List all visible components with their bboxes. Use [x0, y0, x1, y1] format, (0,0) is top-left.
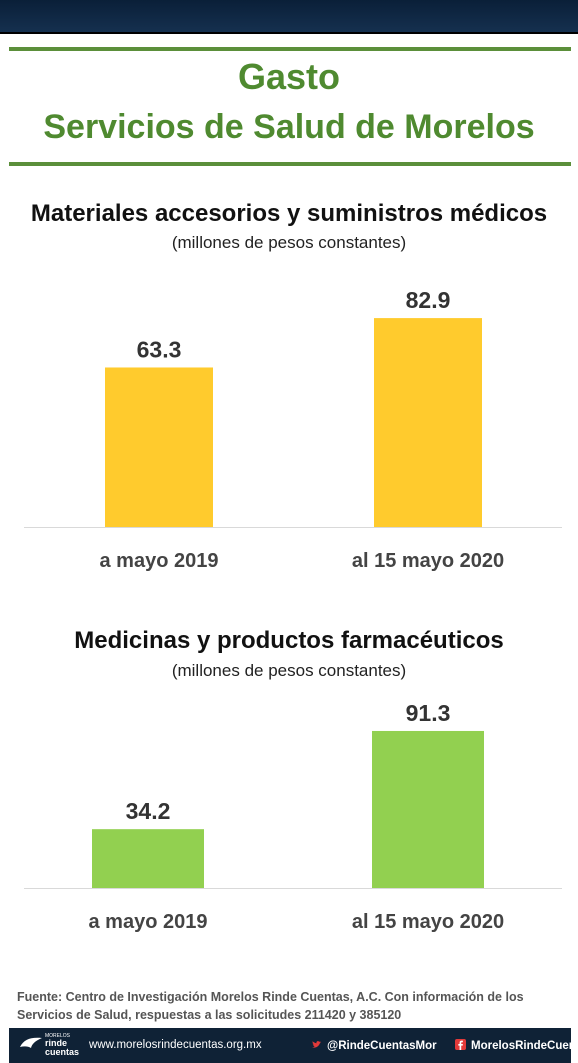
title-top-rule — [9, 47, 571, 51]
chart2-value-label-1: 34.2 — [126, 798, 171, 824]
facebook-icon — [455, 1039, 466, 1050]
chart2-category-label-1: a mayo 2019 — [89, 911, 208, 933]
twitter-icon — [311, 1041, 322, 1048]
bird-logo-icon — [20, 1037, 42, 1048]
chart2-plot: 34.2 a mayo 2019 91.3 al 15 mayo 2020 — [24, 700, 562, 933]
chart1-category-label-2: al 15 mayo 2020 — [352, 550, 504, 572]
twitter-link[interactable]: @RindeCuentasMor — [311, 1039, 437, 1052]
morelos-rinde-cuentas-logo: MORELOS rinde cuentas — [19, 1031, 85, 1060]
footer-bar: MORELOS rinde cuentas www.morelosrindecu… — [9, 1028, 571, 1063]
chart1-bar-1 — [105, 367, 213, 527]
chart1-plot: 63.3 a mayo 2019 82.9 al 15 mayo 2020 — [24, 287, 562, 572]
page-subtitle: Servicios de Salud de Morelos — [43, 108, 535, 146]
website-link[interactable]: www.morelosrindecuentas.org.mx — [89, 1039, 262, 1051]
source-note: Fuente: Centro de Investigación Morelos … — [17, 990, 524, 1022]
chart1-title: Materiales accesorios y suministros médi… — [30, 200, 548, 227]
page-title: Gasto — [237, 56, 341, 97]
facebook-page: MorelosRindeCuent — [471, 1040, 571, 1052]
facebook-link[interactable]: MorelosRindeCuent — [455, 1039, 571, 1052]
logo-line3: cuentas — [45, 1047, 80, 1057]
chart1-bar-2 — [374, 318, 482, 527]
title-bottom-rule — [9, 162, 571, 166]
chart2-bar-1 — [92, 829, 204, 888]
chart1-subtitle: (millones de pesos constantes) — [171, 233, 407, 252]
chart1-category-label-1: a mayo 2019 — [100, 550, 219, 572]
chart2-bar-2 — [372, 730, 484, 888]
chart2-category-label-2: al 15 mayo 2020 — [352, 911, 504, 933]
logo-line1: MORELOS — [45, 1033, 71, 1039]
chart1-value-label-2: 82.9 — [406, 287, 451, 313]
chart2-subtitle: (millones de pesos constantes) — [171, 661, 407, 680]
top-bar — [0, 0, 578, 34]
chart2-value-label-2: 91.3 — [406, 700, 451, 726]
chart2-title: Medicinas y productos farmacéuticos — [74, 627, 504, 654]
chart1-value-label-1: 63.3 — [137, 336, 182, 362]
logo-line2: rinde — [45, 1038, 68, 1048]
twitter-handle: @RindeCuentasMor — [327, 1040, 437, 1052]
